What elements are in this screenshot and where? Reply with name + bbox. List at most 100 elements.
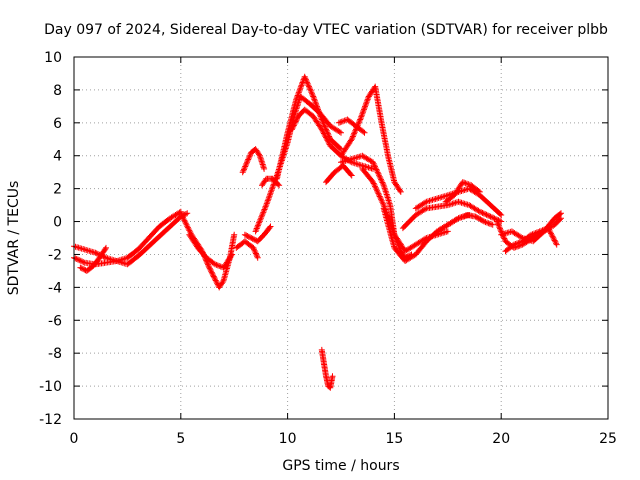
data-point-group xyxy=(327,123,343,135)
data-point-group xyxy=(380,182,393,207)
data-point-group xyxy=(252,146,262,158)
data-point-group xyxy=(186,231,200,250)
data-point xyxy=(103,244,109,251)
data-point-group xyxy=(301,106,315,119)
series-sat-q xyxy=(359,165,451,255)
data-point-group xyxy=(310,93,325,122)
series-sat-o xyxy=(335,116,368,136)
data-point-group xyxy=(412,199,429,212)
data-point-group xyxy=(502,242,516,255)
y-tick-label: -2 xyxy=(48,247,62,263)
series-sat-m xyxy=(323,162,355,186)
y-tick-label: 0 xyxy=(53,215,62,231)
data-point xyxy=(229,251,236,258)
data-point-group xyxy=(261,224,273,238)
y-tick-label: -6 xyxy=(48,313,62,329)
data-point-group xyxy=(241,231,253,241)
data-point-group xyxy=(273,131,291,182)
data-point-group xyxy=(239,160,250,176)
data-point-group xyxy=(551,211,563,222)
data-point-group xyxy=(318,126,333,148)
plot-frame xyxy=(73,56,609,420)
data-point-group xyxy=(442,193,456,205)
y-axis: -12 -10 -8 -6 -4 -2 0 2 4 6 8 10 xyxy=(39,50,608,428)
data-point-group xyxy=(399,213,418,232)
data-point-group xyxy=(216,279,226,291)
data-point-group xyxy=(359,152,375,165)
data-point xyxy=(276,182,283,189)
data-point-group xyxy=(327,136,343,152)
data-point-group xyxy=(318,116,333,141)
series-sat-c xyxy=(77,244,109,274)
data-point-group xyxy=(327,142,343,158)
data-point xyxy=(338,129,344,136)
data-point-group xyxy=(205,263,218,281)
data-point xyxy=(329,373,336,380)
data-point-group xyxy=(256,152,267,171)
data-point xyxy=(553,241,560,248)
x-tick-label: 15 xyxy=(385,431,403,447)
data-point-group xyxy=(323,170,337,186)
data-point-group xyxy=(220,252,235,271)
data-point-group xyxy=(472,213,486,224)
y-tick-label: -8 xyxy=(48,346,62,362)
y-tick-label: 6 xyxy=(53,116,62,132)
data-point-group xyxy=(124,254,140,268)
y-tick-label: -12 xyxy=(39,412,62,428)
data-point-group xyxy=(135,236,151,253)
data-point-group xyxy=(194,244,209,260)
data-point-group xyxy=(528,229,542,238)
data-point xyxy=(397,188,404,195)
series-sat-e xyxy=(186,231,236,271)
data-point-group xyxy=(288,114,301,133)
data-point-group xyxy=(370,179,387,207)
data-point-group xyxy=(434,222,450,235)
data-point-group xyxy=(508,228,525,241)
data-point-group xyxy=(412,235,429,248)
data-point xyxy=(348,172,355,179)
data-point-group xyxy=(259,177,269,189)
series-sat-d xyxy=(177,210,238,291)
data-point-group xyxy=(263,174,280,209)
data-point-group xyxy=(551,216,563,228)
y-tick-label: 4 xyxy=(53,149,62,165)
data-point-group xyxy=(468,182,482,194)
series-sat-z xyxy=(318,346,336,391)
data-point-group xyxy=(145,234,162,250)
data-point-group xyxy=(423,229,440,245)
data-point xyxy=(444,228,451,235)
data-point xyxy=(261,165,268,172)
data-point-group xyxy=(536,225,550,235)
data-point-group xyxy=(519,232,533,245)
series-sat-u xyxy=(434,212,496,235)
y-tick-label: -4 xyxy=(48,280,62,296)
data-point-group xyxy=(451,180,465,199)
data-point-group xyxy=(359,165,376,184)
data-point-group xyxy=(412,206,429,218)
data-point-group xyxy=(135,244,151,260)
data-point-group xyxy=(476,192,493,208)
data-point-group xyxy=(487,202,504,217)
data-point-group xyxy=(444,216,461,228)
series-sat-s xyxy=(399,198,505,232)
data-point xyxy=(231,231,238,238)
data-point xyxy=(489,221,496,228)
data-point-group xyxy=(156,216,172,230)
data-point-group xyxy=(357,94,372,123)
series-sat-i xyxy=(259,175,283,189)
data-point-group xyxy=(320,360,329,378)
data-point-group xyxy=(545,225,559,247)
data-point-group xyxy=(284,98,299,136)
series-sat-g xyxy=(241,223,274,245)
series-sat-f xyxy=(233,238,261,261)
x-tick-label: 5 xyxy=(176,431,185,447)
data-point-group xyxy=(71,243,87,252)
data-point-group xyxy=(252,203,269,235)
data-point-group xyxy=(96,246,109,261)
data-point-group xyxy=(380,205,397,250)
data-point-group xyxy=(391,231,408,253)
data-point xyxy=(184,210,191,217)
data-point-group xyxy=(530,229,546,245)
data-point-group xyxy=(203,254,217,267)
